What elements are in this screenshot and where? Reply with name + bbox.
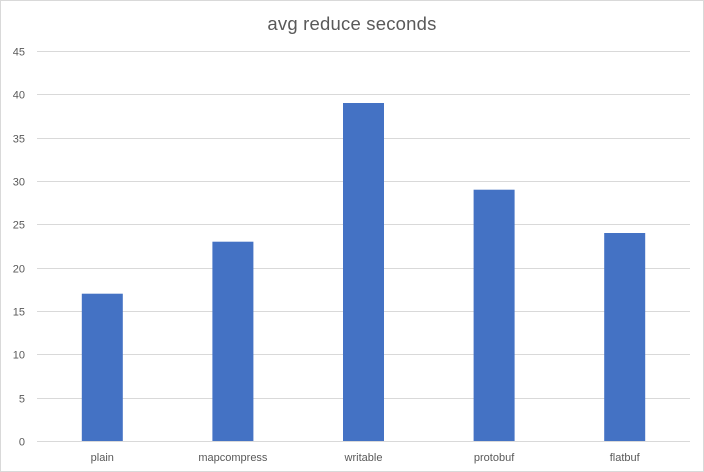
x-tick-label: plain (91, 452, 114, 464)
x-tick-label: writable (344, 452, 383, 464)
y-tick-label: 5 (19, 394, 25, 406)
bar-flatbuf (604, 233, 646, 441)
bar-plain (81, 293, 123, 441)
x-tick-label: mapcompress (198, 452, 268, 464)
chart-title: avg reduce seconds (267, 13, 437, 34)
y-tick-label: 40 (13, 90, 25, 102)
y-tick-label: 0 (19, 437, 25, 449)
y-tick-label: 25 (13, 220, 25, 232)
y-tick-label: 15 (13, 307, 25, 319)
bar-protobuf (473, 189, 515, 441)
y-tick-label: 10 (13, 350, 25, 362)
x-tick-label: flatbuf (610, 452, 641, 464)
y-tick-label: 45 (13, 47, 25, 59)
x-tick-label: protobuf (474, 452, 515, 464)
bar-writable (343, 103, 384, 441)
y-tick-label: 20 (13, 264, 25, 276)
y-tick-label: 30 (13, 177, 25, 189)
bar-mapcompress (212, 241, 254, 441)
y-tick-label: 35 (13, 134, 25, 146)
